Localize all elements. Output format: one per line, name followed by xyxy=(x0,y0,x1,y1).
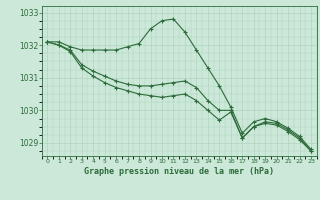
X-axis label: Graphe pression niveau de la mer (hPa): Graphe pression niveau de la mer (hPa) xyxy=(84,167,274,176)
